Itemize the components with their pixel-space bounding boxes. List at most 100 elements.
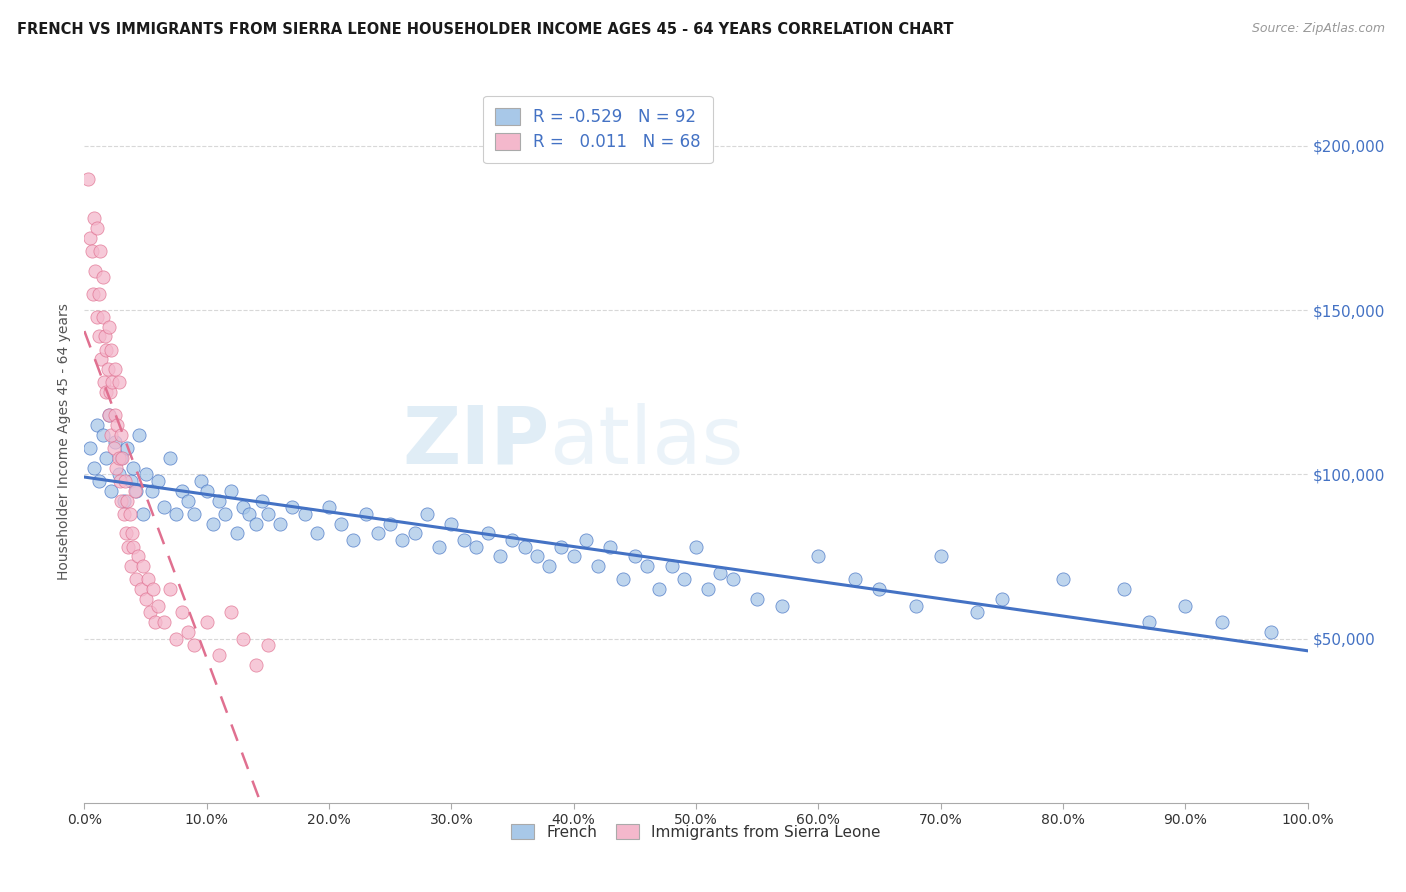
- Point: [807, 549, 830, 564]
- Point: [96, 450, 118, 465]
- Point: [87, 474, 110, 488]
- Point: [612, 573, 634, 587]
- Point: [257, 638, 280, 652]
- Point: [195, 483, 218, 498]
- Point: [86, 221, 108, 235]
- Point: [391, 533, 413, 547]
- Point: [190, 474, 212, 488]
- Point: [195, 615, 218, 630]
- Point: [636, 559, 658, 574]
- Point: [159, 582, 181, 597]
- Point: [107, 450, 129, 465]
- Point: [232, 500, 254, 515]
- Point: [120, 559, 142, 574]
- Point: [183, 638, 205, 652]
- Point: [159, 450, 181, 465]
- Point: [586, 559, 609, 574]
- Point: [538, 559, 561, 574]
- Point: [135, 467, 157, 482]
- Point: [105, 418, 128, 433]
- Point: [153, 500, 176, 515]
- Point: [91, 270, 114, 285]
- Point: [648, 582, 671, 597]
- Point: [104, 409, 127, 423]
- Legend: French, Immigrants from Sierra Leone: French, Immigrants from Sierra Leone: [505, 818, 887, 846]
- Point: [245, 516, 267, 531]
- Point: [82, 286, 104, 301]
- Point: [120, 474, 142, 488]
- Point: [84, 264, 107, 278]
- Point: [94, 329, 117, 343]
- Point: [125, 573, 148, 587]
- Point: [966, 605, 988, 619]
- Text: ZIP: ZIP: [402, 402, 550, 481]
- Point: [232, 632, 254, 646]
- Point: [112, 493, 135, 508]
- Point: [165, 632, 187, 646]
- Point: [122, 540, 145, 554]
- Point: [146, 474, 169, 488]
- Point: [440, 516, 463, 531]
- Point: [107, 376, 129, 390]
- Point: [1260, 625, 1282, 640]
- Text: FRENCH VS IMMIGRANTS FROM SIERRA LEONE HOUSEHOLDER INCOME AGES 45 - 64 YEARS COR: FRENCH VS IMMIGRANTS FROM SIERRA LEONE H…: [17, 22, 953, 37]
- Point: [526, 549, 548, 564]
- Point: [562, 549, 585, 564]
- Point: [624, 549, 647, 564]
- Point: [269, 516, 291, 531]
- Point: [464, 540, 486, 554]
- Point: [143, 615, 166, 630]
- Point: [599, 540, 621, 554]
- Point: [114, 474, 136, 488]
- Y-axis label: Householder Income Ages 45 - 64 years: Householder Income Ages 45 - 64 years: [58, 303, 72, 580]
- Point: [129, 582, 152, 597]
- Point: [87, 329, 110, 343]
- Point: [142, 582, 165, 597]
- Point: [1211, 615, 1233, 630]
- Point: [550, 540, 572, 554]
- Point: [124, 483, 146, 498]
- Point: [238, 507, 260, 521]
- Point: [97, 409, 120, 423]
- Point: [844, 573, 866, 587]
- Point: [132, 507, 155, 521]
- Point: [103, 441, 125, 455]
- Point: [172, 605, 194, 619]
- Point: [86, 310, 108, 324]
- Point: [79, 441, 101, 455]
- Point: [101, 376, 124, 390]
- Point: [226, 526, 249, 541]
- Point: [489, 549, 512, 564]
- Point: [97, 362, 120, 376]
- Point: [108, 474, 131, 488]
- Point: [117, 540, 139, 554]
- Point: [685, 540, 707, 554]
- Point: [77, 171, 100, 186]
- Point: [135, 592, 157, 607]
- Point: [91, 428, 114, 442]
- Point: [513, 540, 536, 554]
- Point: [107, 467, 129, 482]
- Point: [115, 493, 138, 508]
- Text: atlas: atlas: [550, 402, 744, 481]
- Point: [97, 319, 120, 334]
- Point: [110, 493, 132, 508]
- Point: [100, 428, 122, 442]
- Point: [79, 231, 101, 245]
- Point: [177, 493, 200, 508]
- Point: [87, 286, 110, 301]
- Point: [83, 211, 105, 226]
- Point: [342, 533, 364, 547]
- Point: [83, 460, 105, 475]
- Point: [208, 493, 231, 508]
- Point: [141, 483, 163, 498]
- Text: Source: ZipAtlas.com: Source: ZipAtlas.com: [1251, 22, 1385, 36]
- Point: [118, 507, 141, 521]
- Point: [201, 516, 224, 531]
- Point: [1174, 599, 1197, 613]
- Point: [416, 507, 439, 521]
- Point: [747, 592, 769, 607]
- Point: [661, 559, 683, 574]
- Point: [110, 428, 132, 442]
- Point: [86, 418, 108, 433]
